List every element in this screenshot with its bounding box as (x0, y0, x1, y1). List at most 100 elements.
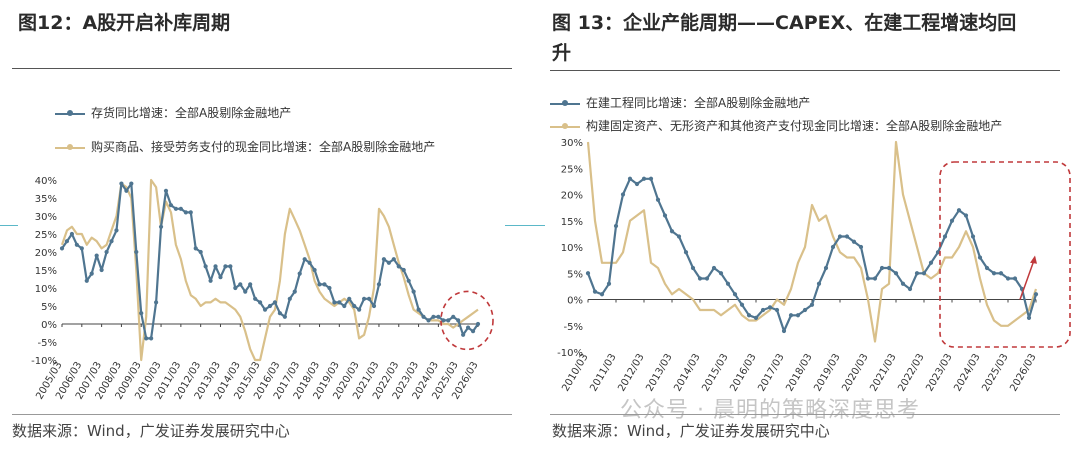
data-point (238, 282, 243, 287)
data-point (431, 314, 436, 319)
data-point (262, 307, 268, 312)
data-point (914, 271, 920, 276)
highlight-ellipse (440, 290, 494, 351)
data-point (441, 318, 446, 323)
y-tick-label: 5% (567, 269, 583, 280)
data-point (282, 314, 287, 319)
legend-item-inventory: 存货同比增速：全部A股剔除金融地产 (55, 104, 291, 121)
data-point (84, 278, 89, 283)
data-point (198, 249, 203, 255)
x-tick-label: 2016/03 (728, 352, 758, 393)
x-tick-label: 2023/03 (924, 352, 954, 393)
data-point (1033, 292, 1039, 297)
data-point (277, 311, 283, 316)
chart-title: 图12：A股开启补库周期 (18, 12, 231, 34)
data-point (606, 281, 612, 286)
x-tick-label: 2011/03 (588, 352, 618, 393)
data-point (697, 276, 703, 281)
legend-item-capex: 构建固定资产、无形资产和其他资产支付现金同比增速：全部A股剔除金融地产 (550, 117, 1002, 134)
x-tick-label: 2026/03 (1008, 352, 1038, 393)
data-point (746, 313, 752, 318)
data-point (178, 206, 183, 211)
data-point (74, 242, 79, 247)
data-point (858, 244, 864, 250)
source-note: 数据来源：Wind，广发证券发展研究中心 (552, 422, 830, 440)
data-point (865, 276, 871, 281)
data-point (984, 265, 990, 271)
data-point (297, 271, 302, 276)
legend-swatch-blue (55, 110, 85, 117)
y-tick-label: 40% (35, 176, 57, 187)
data-point (203, 264, 208, 269)
data-point (844, 234, 850, 239)
data-point (1005, 276, 1011, 281)
side-marker (0, 225, 18, 226)
data-point (872, 276, 878, 281)
title-divider (550, 70, 1060, 71)
data-point (711, 265, 717, 271)
data-point (381, 257, 387, 262)
trend-arrowhead (1030, 255, 1037, 264)
legend-swatch-gold (550, 123, 580, 130)
left-panel: 图12：A股开启补库周期 存货同比增速：全部A股剔除金融地产 购买商品、接受劳务… (0, 0, 530, 451)
data-point (59, 246, 65, 251)
y-tick-label: 30% (561, 138, 583, 149)
data-point (218, 275, 223, 280)
data-point (158, 224, 164, 229)
y-tick-label: 0% (41, 320, 57, 331)
highlight-box (939, 161, 1071, 348)
data-point (655, 197, 661, 202)
data-point (683, 250, 689, 255)
y-tick-label: 10% (35, 284, 57, 295)
data-point (342, 303, 347, 309)
data-point (802, 307, 808, 313)
data-point (753, 315, 759, 320)
data-point (134, 249, 139, 255)
x-tick-label: 2013/03 (644, 352, 674, 393)
y-tick-label: -5% (564, 322, 583, 333)
data-point (79, 246, 84, 251)
y-tick-label: -10% (557, 348, 583, 359)
data-point (900, 281, 906, 286)
legend-label: 在建工程同比增速：全部A股剔除金融地产 (586, 96, 811, 110)
y-tick-label: 20% (35, 248, 57, 259)
y-tick-label: 35% (35, 194, 57, 205)
y-tick-label: 5% (41, 302, 57, 313)
data-point (69, 231, 75, 237)
legend-label: 构建固定资产、无形资产和其他资产支付现金同比增速：全部A股剔除金融地产 (586, 119, 1003, 133)
data-point (302, 257, 307, 262)
data-point (970, 234, 976, 239)
data-point (386, 260, 391, 265)
data-point (613, 223, 619, 229)
legend-swatch-blue (550, 100, 580, 107)
data-point (406, 278, 411, 283)
x-tick-label: 2022/03 (896, 352, 926, 393)
y-tick-label: 20% (561, 191, 583, 202)
data-point (788, 313, 794, 318)
data-point (795, 313, 801, 318)
data-point (935, 250, 941, 255)
data-point (470, 329, 476, 334)
x-tick-label: 2020/03 (840, 352, 870, 393)
data-point (292, 289, 297, 294)
data-point (139, 311, 144, 316)
data-point (426, 318, 431, 323)
data-point (267, 303, 273, 309)
data-point (94, 253, 99, 258)
data-point (114, 228, 119, 233)
x-tick-label: 2012/03 (616, 352, 646, 393)
data-point (129, 181, 134, 186)
data-point (153, 300, 159, 305)
data-point (991, 271, 997, 276)
data-point (223, 264, 228, 269)
data-point (99, 267, 104, 273)
data-point (317, 282, 322, 287)
data-point (942, 234, 948, 239)
data-point (781, 328, 787, 334)
data-point (396, 264, 401, 269)
data-point (64, 239, 70, 244)
data-point (676, 234, 682, 239)
data-point (669, 229, 675, 234)
data-point (725, 281, 731, 286)
title-divider (12, 68, 512, 69)
